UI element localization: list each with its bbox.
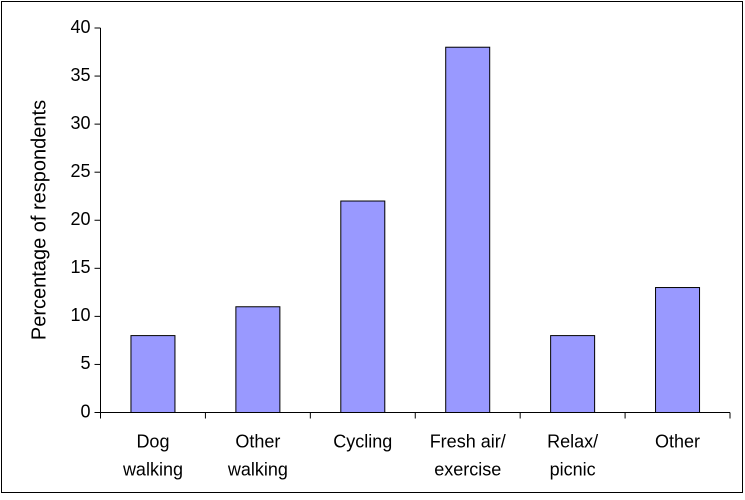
x-tick-label: Cycling [333, 431, 392, 451]
bar [445, 46, 491, 413]
y-axis-label: Percentage of respondents [28, 100, 50, 340]
y-tick-label: 5 [80, 353, 90, 373]
y-tick-label: 10 [70, 305, 90, 325]
bar [655, 287, 701, 414]
x-tick-label: Dog [136, 431, 169, 451]
y-tick-label: 0 [80, 401, 90, 421]
y-tick-label: 15 [70, 257, 90, 277]
y-tick-label: 20 [70, 209, 90, 229]
x-tick-label: exercise [434, 459, 501, 479]
y-tick-label: 25 [70, 161, 90, 181]
y-tick-label: 40 [70, 17, 90, 37]
y-tick-label: 35 [70, 65, 90, 85]
x-tick-label: Fresh air/ [430, 431, 506, 451]
x-tick-label: walking [227, 459, 288, 479]
x-tick-label: Relax/ [547, 431, 598, 451]
bar [340, 200, 386, 413]
bar [235, 306, 281, 414]
x-tick-label: Other [235, 431, 280, 451]
bar [550, 335, 596, 414]
y-tick-label: 30 [70, 113, 90, 133]
x-tick-label: Other [655, 431, 700, 451]
x-tick-label: picnic [550, 459, 596, 479]
x-tick-label: walking [122, 459, 183, 479]
bar [130, 335, 176, 414]
